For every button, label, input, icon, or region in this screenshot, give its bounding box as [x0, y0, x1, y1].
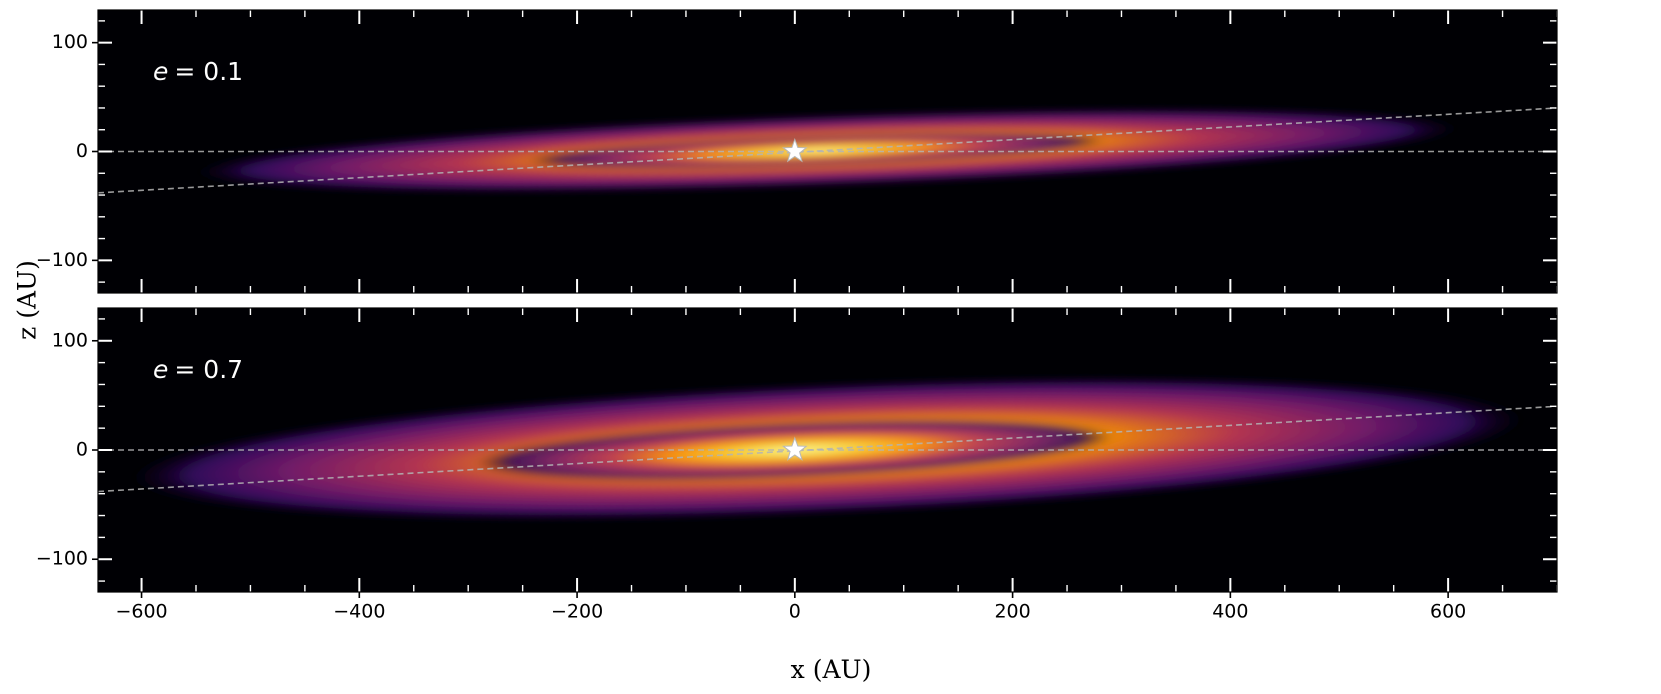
x-tick-label: −200: [551, 601, 603, 623]
x-axis-label: x (AU): [791, 655, 872, 684]
x-tick-label: 600: [1430, 601, 1466, 623]
panel-label-variable: e: [153, 57, 168, 86]
x-tick-label: 200: [994, 601, 1030, 623]
x-tick-label: −400: [333, 601, 385, 623]
x-tick-label: −600: [115, 601, 167, 623]
y-tick-label: 0: [76, 439, 88, 461]
x-tick-label: 0: [789, 601, 801, 623]
y-tick-label: 0: [76, 140, 88, 162]
reference-line-1: [98, 107, 1557, 194]
x-tick-label: 400: [1212, 601, 1248, 623]
y-tick-label: 100: [52, 329, 88, 351]
plot-area: [98, 376, 1557, 521]
panel-label-variable: e: [153, 355, 168, 384]
panel-label-value: = 0.7: [174, 355, 243, 384]
panel-label-value: = 0.1: [174, 57, 243, 86]
plot-area: [98, 107, 1557, 194]
plot-frame: [97, 9, 1558, 294]
y-axis-label: z (AU): [13, 260, 42, 340]
y-tick-label: −100: [36, 548, 88, 570]
panel-label: e = 0.7: [153, 355, 243, 384]
y-tick-label: 100: [52, 31, 88, 53]
y-tick-label: −100: [36, 249, 88, 271]
star-marker: [782, 436, 808, 461]
panel-bottom: −100 0 100 e = 0.7 −600 −400 −200 0 200 400 600: [36, 307, 1558, 623]
panel-top: −100 0 100 e = 0.1: [36, 9, 1558, 294]
reference-line-1: [98, 405, 1557, 493]
plot-frame: [97, 307, 1558, 593]
panel-label: e = 0.1: [153, 57, 243, 86]
star-marker: [782, 138, 808, 163]
